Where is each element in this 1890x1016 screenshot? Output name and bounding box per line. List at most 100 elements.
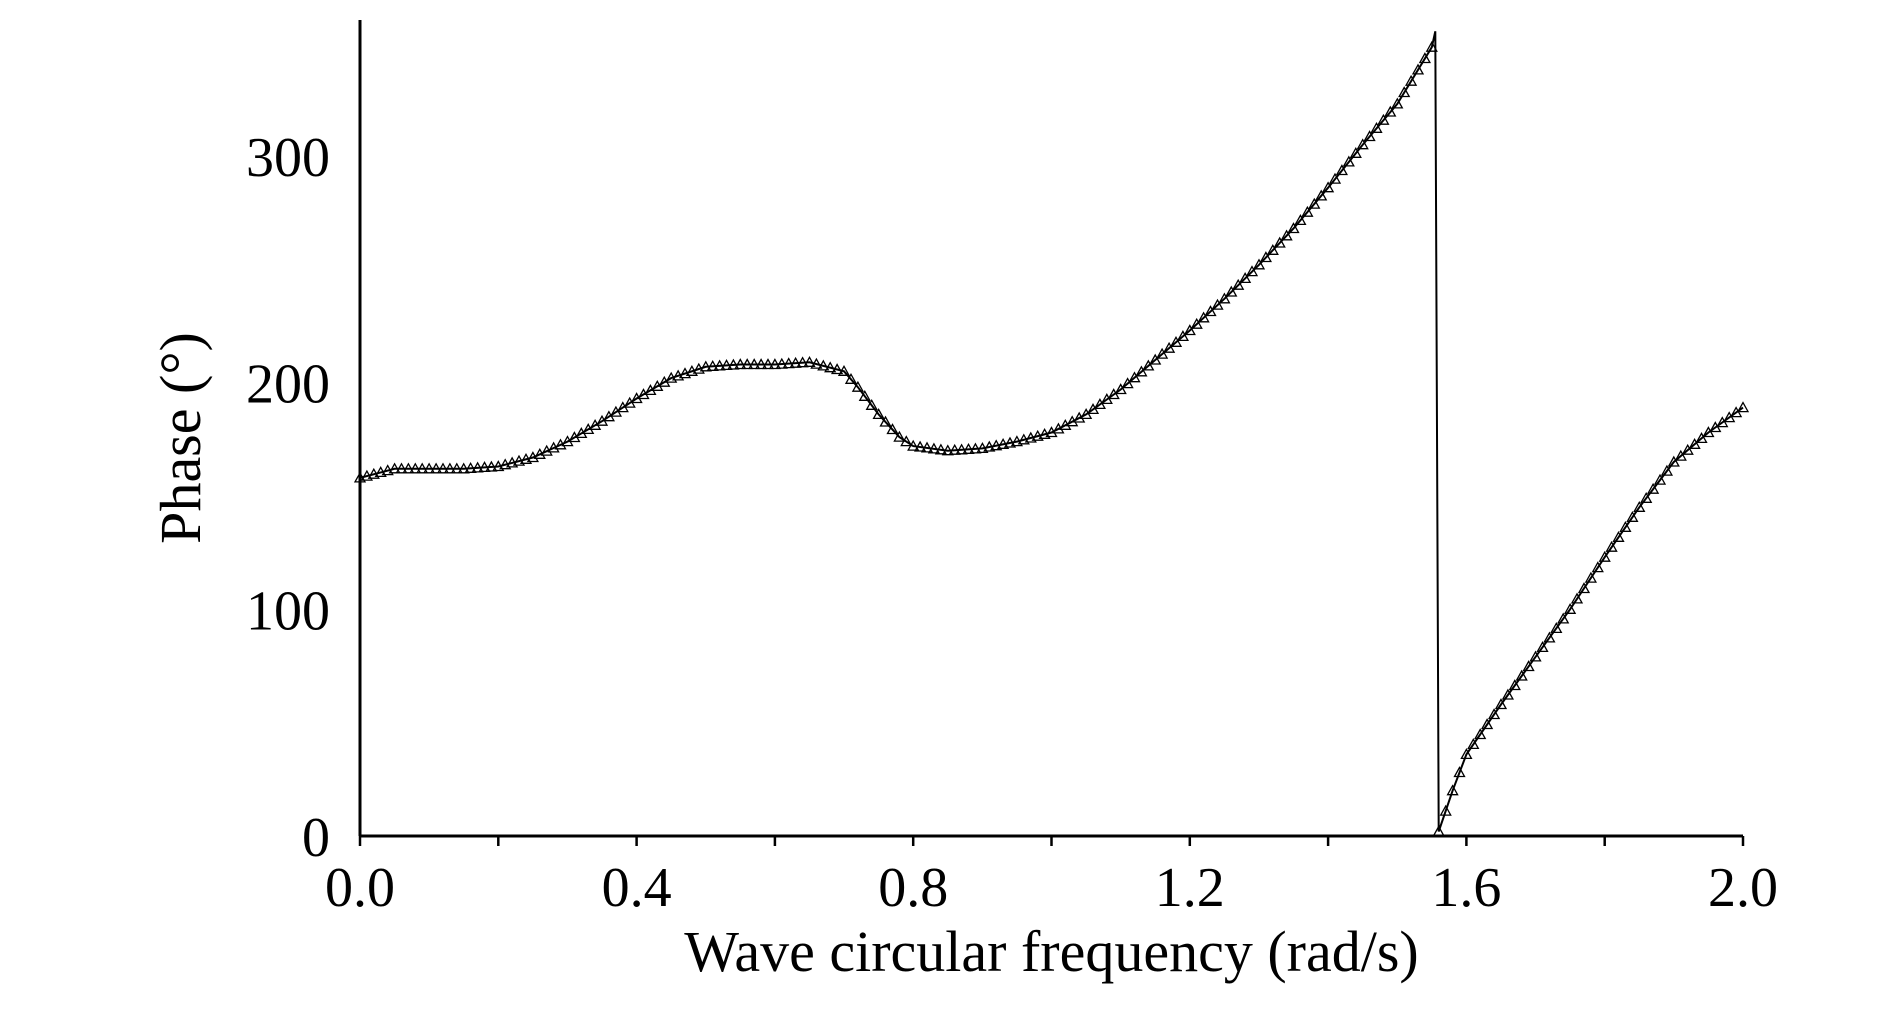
data-point-marker xyxy=(1591,561,1604,573)
data-point-marker xyxy=(817,359,830,371)
data-point-marker xyxy=(1328,172,1342,184)
data-point-marker xyxy=(872,408,885,420)
data-point-marker xyxy=(1667,455,1680,467)
data-point-marker xyxy=(360,469,374,481)
data-point-marker xyxy=(983,440,996,452)
data-point-marker xyxy=(1204,305,1217,317)
data-point-marker xyxy=(395,462,408,474)
data-point-marker xyxy=(1653,473,1667,485)
data-point-marker xyxy=(1688,437,1701,449)
data-point-marker xyxy=(768,358,782,370)
data-point-marker xyxy=(1467,738,1480,750)
data-point-marker xyxy=(1550,622,1563,634)
data-point-marker xyxy=(1633,500,1646,512)
data-point-marker xyxy=(519,452,533,464)
data-point-marker xyxy=(713,359,726,371)
data-point-marker xyxy=(1031,429,1044,441)
data-point-marker xyxy=(374,466,387,478)
data-point-marker xyxy=(858,389,871,401)
data-point-marker xyxy=(996,437,1010,449)
data-point-marker xyxy=(1287,222,1300,234)
data-point-marker xyxy=(934,443,948,455)
data-point-marker xyxy=(1612,530,1625,542)
data-point-marker xyxy=(1169,335,1183,347)
data-point-marker xyxy=(1135,365,1148,377)
data-point-marker xyxy=(478,461,491,473)
data-point-marker xyxy=(1315,189,1328,201)
data-point-marker xyxy=(976,442,989,454)
data-point-marker xyxy=(920,441,934,453)
data-point-marker xyxy=(879,415,892,427)
data-point-marker xyxy=(851,380,865,392)
data-point-marker xyxy=(1487,708,1501,720)
data-point-marker xyxy=(1474,728,1487,740)
data-point-marker xyxy=(492,460,505,472)
data-point-marker xyxy=(1252,258,1266,270)
series-layer xyxy=(353,31,1750,837)
y-tick-label: 100 xyxy=(246,580,330,642)
data-point-marker xyxy=(1377,113,1390,125)
data-point-marker xyxy=(1024,431,1037,443)
data-point-marker xyxy=(1294,214,1307,226)
data-point-marker xyxy=(1349,146,1362,158)
data-point-marker xyxy=(1149,353,1162,365)
data-point-marker xyxy=(1218,292,1231,304)
data-point-marker xyxy=(803,355,816,367)
data-point-marker xyxy=(499,458,512,470)
data-point-marker xyxy=(367,467,380,479)
data-point-marker xyxy=(775,357,788,369)
data-point-marker xyxy=(1308,197,1321,209)
data-point-marker xyxy=(1266,243,1279,255)
x-tick-label: 2.0 xyxy=(1708,857,1778,919)
data-point-marker xyxy=(1501,688,1515,700)
data-point-marker xyxy=(969,442,982,454)
data-point-marker xyxy=(1391,97,1404,109)
data-point-marker xyxy=(1418,52,1432,64)
data-point-marker xyxy=(1646,482,1660,494)
data-point-marker xyxy=(1432,825,1445,837)
data-point-marker xyxy=(1494,698,1508,710)
data-point-marker xyxy=(1335,164,1349,176)
data-point-marker xyxy=(1238,272,1252,284)
data-point-marker xyxy=(789,356,802,368)
data-point-marker xyxy=(865,398,878,410)
data-point-marker xyxy=(471,461,484,473)
data-point-marker xyxy=(1584,571,1598,583)
data-point-marker xyxy=(1114,383,1127,395)
data-point-marker xyxy=(1736,401,1750,413)
data-point-marker xyxy=(824,361,837,373)
data-point-marker xyxy=(1529,650,1542,662)
data-point-marker xyxy=(388,462,401,474)
data-point-marker xyxy=(1038,427,1051,439)
data-point-marker xyxy=(948,443,961,455)
data-point-marker xyxy=(1640,491,1653,503)
data-point-marker xyxy=(1197,311,1210,323)
data-point-marker xyxy=(1674,449,1687,461)
data-point-marker xyxy=(1142,359,1155,371)
x-tick-label: 0.8 xyxy=(878,857,948,919)
data-point-marker xyxy=(1425,40,1438,52)
data-point-marker xyxy=(990,439,1003,451)
data-point-marker xyxy=(1280,229,1293,241)
data-point-marker xyxy=(1384,105,1397,117)
data-point-marker xyxy=(1570,592,1584,604)
data-point-marker xyxy=(1155,347,1169,359)
data-point-marker xyxy=(381,464,394,476)
tick-marks xyxy=(358,836,1745,846)
data-point-marker xyxy=(450,462,463,474)
data-point-marker xyxy=(1522,660,1535,672)
data-point-marker xyxy=(720,359,733,371)
data-point-marker xyxy=(1460,748,1473,760)
data-point-marker xyxy=(1598,550,1611,562)
data-point-marker xyxy=(1370,121,1383,133)
x-tick-label: 1.2 xyxy=(1155,857,1225,919)
data-point-marker xyxy=(782,357,795,369)
data-point-marker xyxy=(837,364,851,376)
data-point-marker xyxy=(1515,669,1528,681)
data-point-marker xyxy=(1439,804,1452,816)
data-point-marker xyxy=(464,461,477,473)
data-point-marker xyxy=(353,471,367,483)
data-point-marker xyxy=(1626,510,1639,522)
x-tick-labels: 0.0 0.4 0.8 1.2 1.6 2.0 xyxy=(325,857,1778,919)
data-point-marker xyxy=(886,423,899,435)
